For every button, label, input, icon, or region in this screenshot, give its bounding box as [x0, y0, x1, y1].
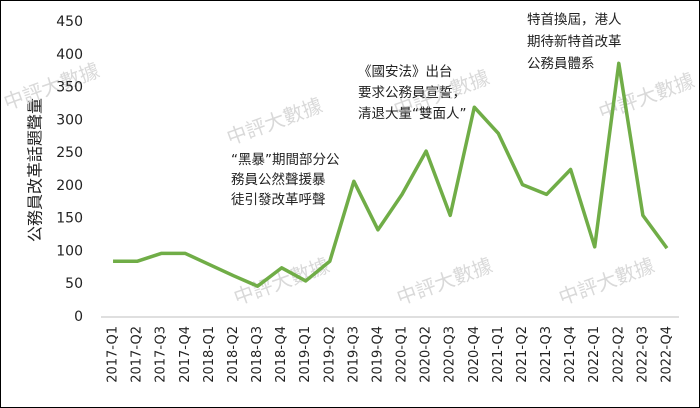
x-tick-label: 2019-Q2: [322, 326, 337, 383]
annotation: 清退大量“雙面人”: [358, 106, 467, 122]
x-tick-label: 2022-Q1: [587, 326, 602, 383]
y-tick-label: 250: [56, 145, 83, 161]
x-tick-label: 2021-Q1: [491, 326, 506, 383]
y-tick-label: 150: [56, 211, 83, 227]
line: [113, 61, 669, 288]
annotation: “黑暴”期間部分公: [231, 152, 340, 168]
x-tick-label: 2021-Q4: [563, 326, 578, 383]
x-tick-label: 2019-Q4: [370, 326, 385, 383]
y-tick-label: 50: [65, 276, 83, 292]
x-tick-label: 2022-Q4: [659, 326, 674, 383]
y-tick-label: 450: [56, 14, 83, 30]
x-tick-label: 2017-Q2: [130, 326, 145, 383]
x-tick-label: 2018-Q3: [250, 326, 265, 383]
y-tick-label: 400: [56, 47, 83, 63]
annotation: 要求公務員宣誓，: [358, 85, 466, 101]
x-tick-label: 2020-Q2: [419, 326, 434, 383]
x-tick-label: 2022-Q2: [611, 326, 626, 383]
x-tick-label: 2018-Q2: [226, 326, 241, 383]
x-tick-label: 2019-Q3: [346, 326, 361, 383]
x-tick-label: 2018-Q4: [274, 326, 289, 383]
x-tick-label: 2022-Q3: [635, 326, 650, 383]
x-tick-label: 2019-Q1: [298, 326, 313, 383]
x-tick-label: 2020-Q3: [443, 326, 458, 383]
x-tick-label: 2017-Q1: [106, 326, 121, 383]
annotation: 期待新特首改革: [527, 34, 622, 50]
x-tick-label: 2020-Q1: [395, 326, 410, 383]
y-tick-label: 350: [56, 80, 83, 96]
y-axis-label: 公務員改革話題聲量: [26, 98, 45, 242]
y-tick-label: 0: [74, 309, 83, 325]
x-tick-label: 2017-Q3: [154, 326, 169, 383]
annotation: 徒引發改革呼聲: [231, 191, 326, 208]
annotation: 特首換屆，港人: [527, 12, 622, 28]
y-tick-label: 100: [56, 243, 83, 259]
annotation: 務員公然聲援暴: [231, 171, 326, 188]
y-tick-label: 300: [56, 112, 83, 128]
x-tick-label: 2018-Q1: [202, 326, 217, 383]
annotation: 公務員體系: [527, 56, 595, 72]
x-tick-label: 2020-Q4: [467, 326, 482, 383]
y-tick-label: 200: [56, 178, 83, 194]
x-tick-label: 2021-Q2: [515, 326, 530, 383]
annotation: 《國安法》出台: [358, 64, 453, 80]
x-tick-label: 2021-Q3: [539, 326, 554, 383]
x-tick-label: 2017-Q4: [178, 326, 193, 383]
